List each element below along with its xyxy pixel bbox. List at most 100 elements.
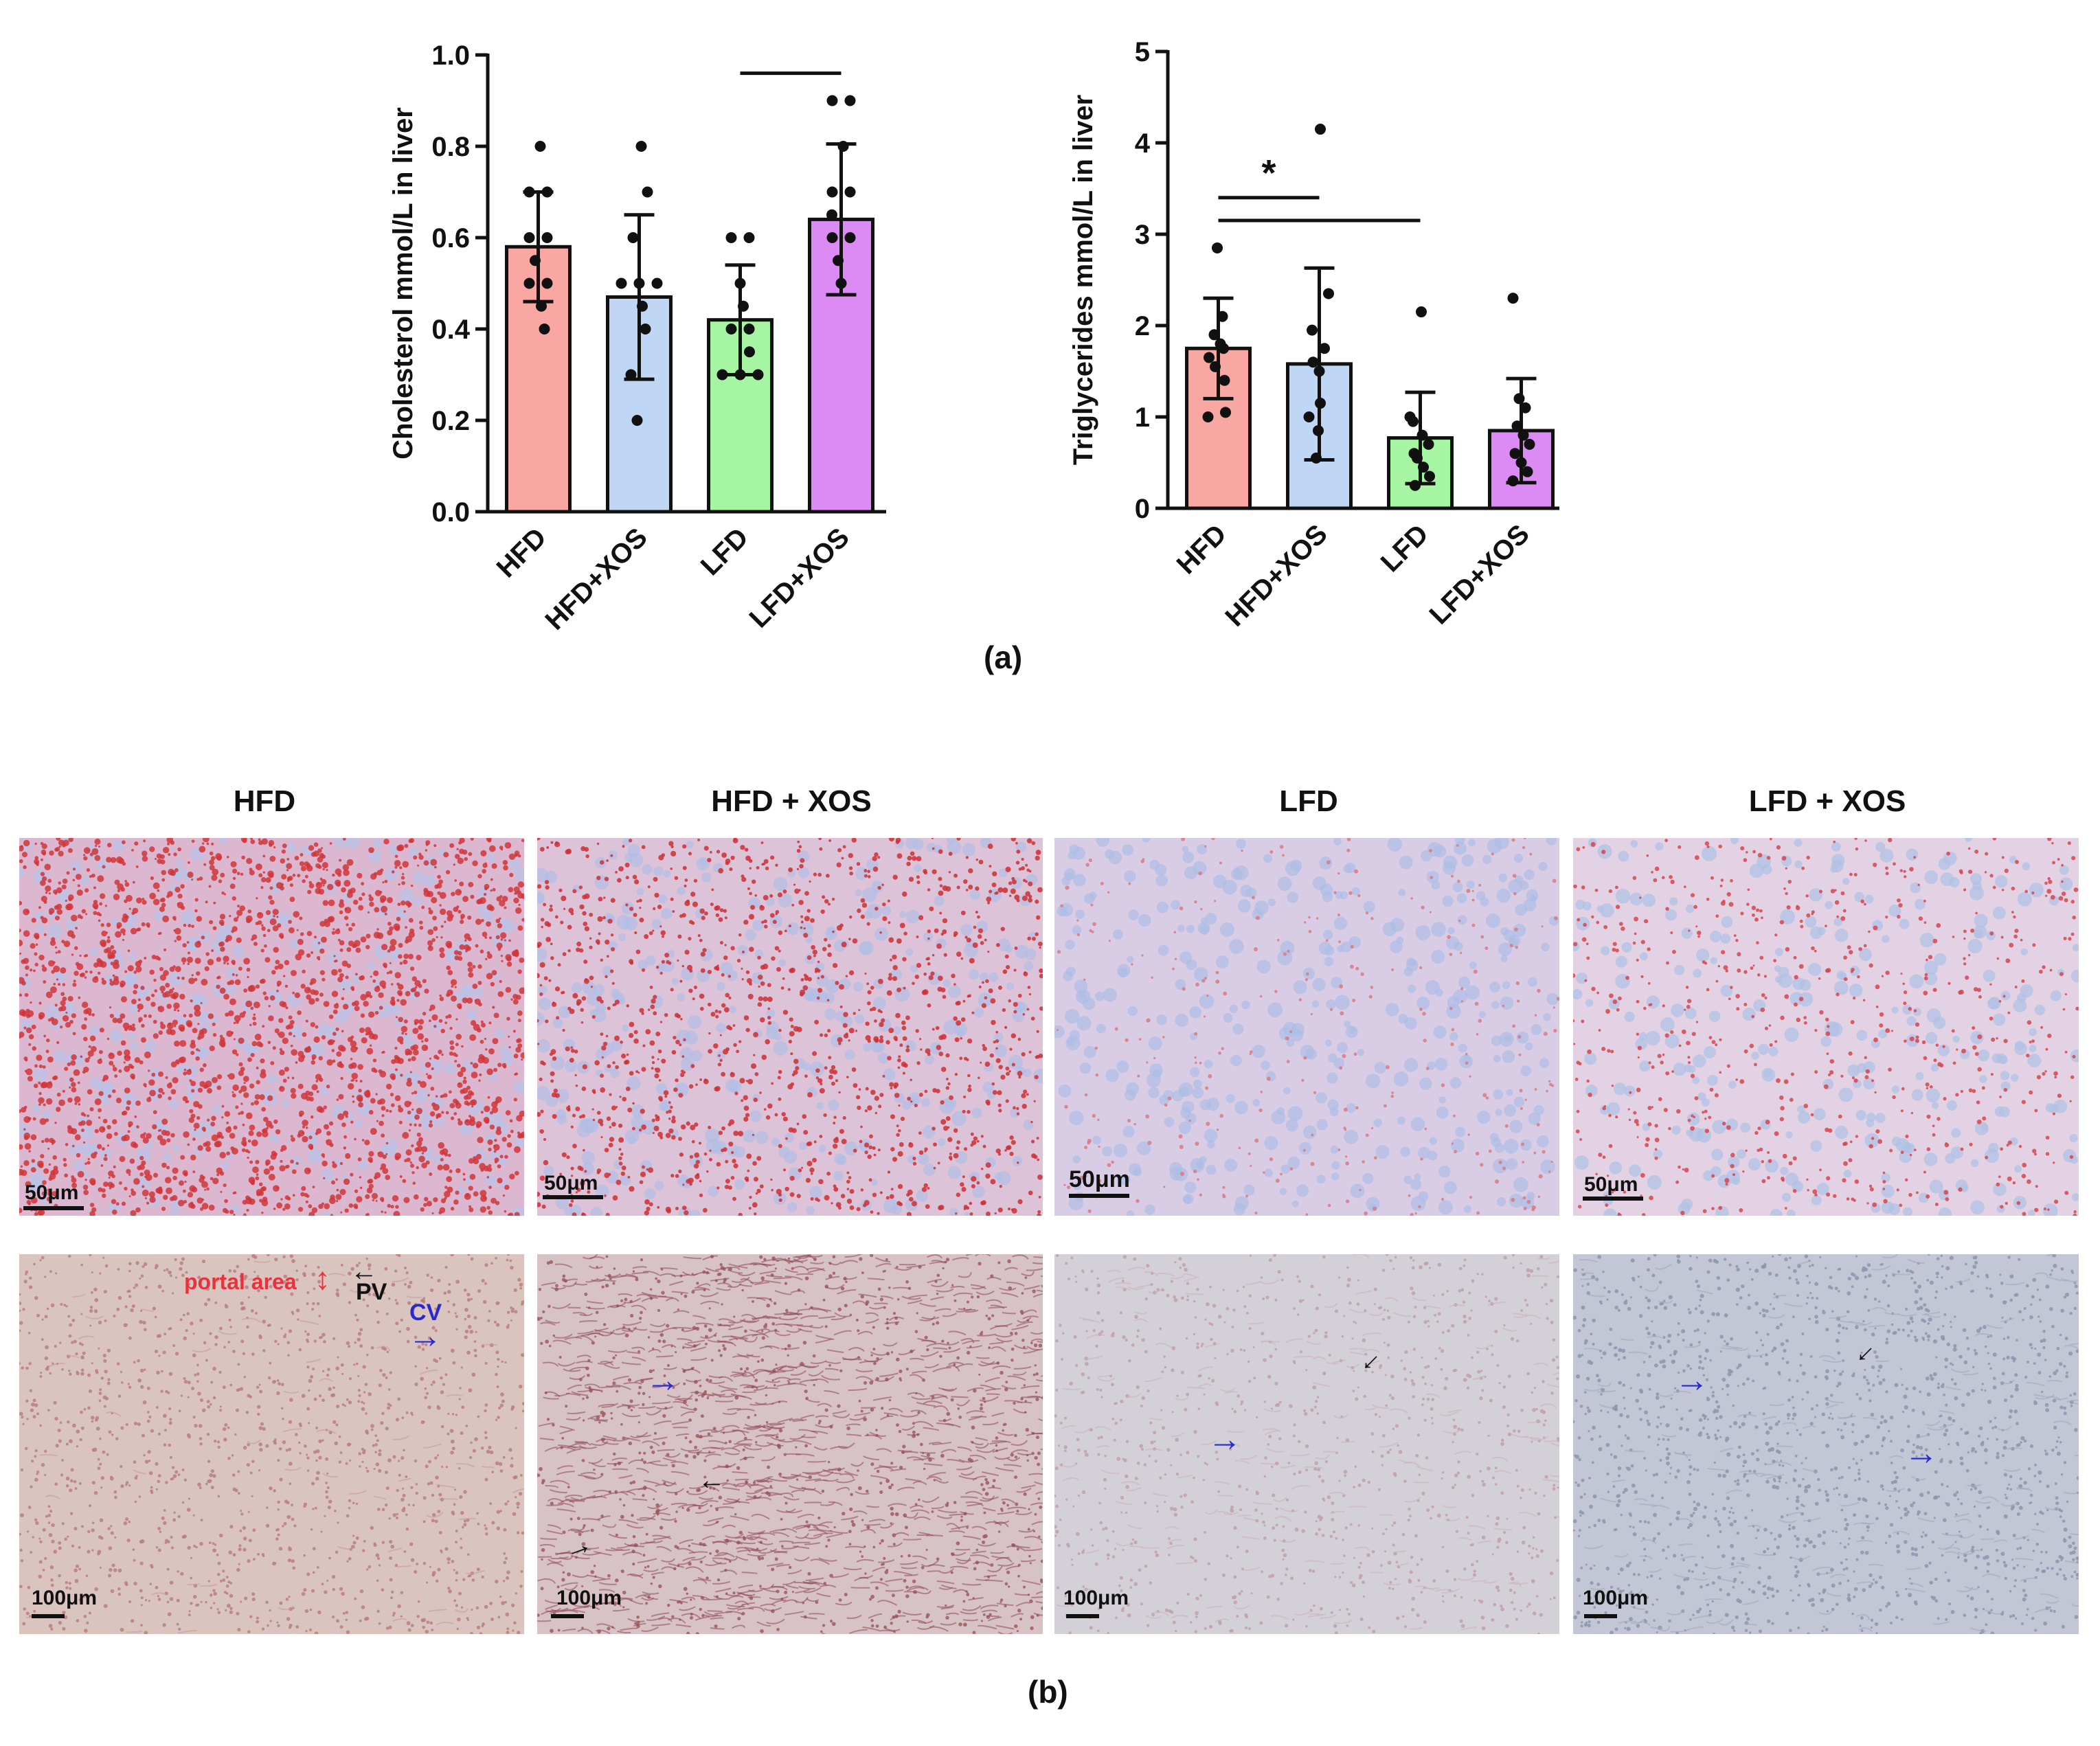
data-point [1513,393,1525,405]
data-point [1202,411,1214,422]
data-point [743,324,755,335]
data-point [1507,293,1519,304]
x-tick-label: HFD [1171,519,1232,580]
data-point [1515,457,1527,468]
x-tick-label: LFD+XOS [1424,519,1535,630]
panel-b-label: (b) [1028,1674,1068,1710]
data-point [1517,429,1529,441]
data-point [1313,424,1324,436]
data-point [1311,452,1322,464]
scale-bar [543,1195,603,1199]
x-tick-label: LFD [695,522,754,581]
data-point [1307,356,1319,368]
cv-arrow-icon: → [1675,1361,1709,1399]
data-point [640,324,651,335]
data-point [1220,407,1231,418]
data-point [1219,374,1230,386]
data-point [1208,329,1220,341]
data-point [743,232,755,243]
scale-label-50um: 50μm [25,1181,79,1204]
x-tick-label: HFD+XOS [539,522,653,635]
scale-label-100um: 100μm [1583,1587,1649,1609]
data-point [1416,429,1428,441]
y-tick-label: 1 [1135,403,1150,433]
x-tick-label: HFD [491,522,552,583]
data-point [536,300,547,312]
data-point [725,232,737,243]
scale-label-50um: 50μm [544,1172,598,1194]
data-point [523,232,535,243]
data-point [651,277,663,289]
data-point [1404,411,1416,422]
data-point [744,346,755,358]
data-point [1418,462,1429,473]
y-tick-label: 3 [1135,220,1150,250]
scale-bar [551,1614,584,1618]
data-point [837,141,849,152]
data-point [826,186,838,198]
micrograph-lfd-oil-red [1054,838,1559,1216]
data-point [625,369,637,381]
scale-label-100um: 100μm [32,1587,98,1609]
y-tick-label: 4 [1135,128,1151,159]
data-point [616,277,627,289]
scale-label-100um: 100μm [556,1587,622,1609]
data-point [734,369,746,381]
data-point [541,232,553,243]
data-point [523,186,535,198]
micrograph-lfd-trichrome [1054,1254,1559,1634]
data-point [631,415,643,426]
data-point [844,232,856,243]
bar-lfd [707,318,774,514]
data-point [844,95,856,106]
data-point [1307,324,1318,336]
data-point [1520,402,1531,413]
data-point [1423,438,1434,450]
y-tick-label: 0.4 [431,315,470,345]
portal-area-double-arrow-icon: ↕ [315,1260,330,1296]
cv-arrow-icon: → [408,1317,442,1355]
micrograph-hfd-trichrome [19,1254,524,1634]
pv-arrow-icon: ← [698,1465,725,1495]
data-point [1215,338,1226,350]
y-tick-label: 0 [1135,494,1150,524]
micrograph-lfd-xos-oil-red [1573,838,2079,1216]
y-axis-label: Triglycerides mmol/L in liver [1068,95,1098,465]
y-axis-label: Cholesterol mmol/L in liver [388,107,418,460]
data-point [1424,470,1435,482]
y-tick-label: 0.2 [431,406,470,436]
y-tick-label: 0.6 [431,223,470,253]
data-point [716,369,728,381]
data-point [1204,352,1215,363]
data-point [826,232,838,243]
data-point [725,324,737,335]
data-point [835,277,847,289]
data-point [1315,398,1326,409]
scale-label-50um: 50μm [1584,1173,1638,1196]
data-point [844,186,856,198]
data-point [1511,420,1523,432]
data-point [1522,466,1533,477]
data-point [1303,411,1315,422]
scale-label-50um: 50μm [1069,1166,1130,1192]
x-tick-label: HFD+XOS [1219,519,1333,632]
data-point [541,186,553,198]
scale-bar [1583,1197,1643,1201]
data-point [1507,475,1519,487]
data-point [1319,343,1330,354]
micrograph-hfd-xos-oil-red [537,838,1043,1216]
panel-a-label: (a) [984,639,1023,675]
micrograph-hfd-oil-red [19,838,524,1216]
data-point [752,369,764,381]
scale-label-100um: 100μm [1063,1587,1129,1609]
data-point [1313,365,1325,377]
y-tick-label: 2 [1135,311,1150,341]
column-title-lfd-xos: LFD + XOS [1748,784,1906,818]
data-point [1509,448,1521,460]
x-tick-label: LFD+XOS [744,522,855,633]
data-point [1323,288,1334,299]
scale-bar [1069,1194,1129,1198]
data-point [541,277,553,289]
y-tick-label: 5 [1135,37,1150,67]
column-title-hfd-xos: HFD + XOS [711,784,872,818]
